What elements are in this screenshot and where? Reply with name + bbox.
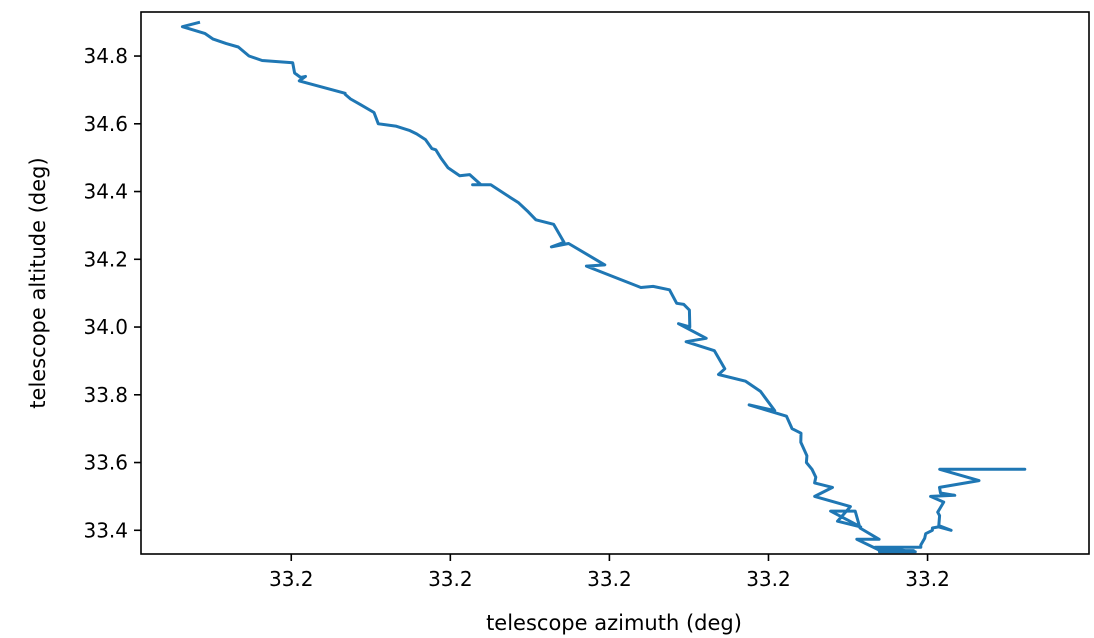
series-line-0 <box>180 20 1027 554</box>
y-tick-label: 34.8 <box>83 44 128 68</box>
y-tick-label: 34.4 <box>83 180 128 204</box>
y-axis-label: telescope altitude (deg) <box>26 157 50 408</box>
y-tick-label: 33.6 <box>83 451 128 475</box>
y-tick-label: 33.4 <box>83 518 128 542</box>
x-axis-label: telescope azimuth (deg) <box>486 611 742 635</box>
y-axis: 33.4 33.6 33.8 34.0 34.2 34.4 34.6 34.8 <box>83 44 141 542</box>
axes-frame <box>140 11 1090 555</box>
y-tick-label: 34.6 <box>83 112 128 136</box>
x-tick-label: 33.2 <box>746 567 791 591</box>
y-tick-label: 33.8 <box>83 383 128 407</box>
x-axis: 33.2 33.2 33.2 33.2 33.2 <box>269 554 950 591</box>
x-tick-label: 33.2 <box>428 567 473 591</box>
plot-area <box>180 20 1027 554</box>
y-tick-label: 34.0 <box>83 315 128 339</box>
y-tick-label: 34.2 <box>83 247 128 271</box>
x-tick-label: 33.2 <box>587 567 632 591</box>
x-tick-label: 33.2 <box>269 567 314 591</box>
x-tick-label: 33.2 <box>905 567 950 591</box>
